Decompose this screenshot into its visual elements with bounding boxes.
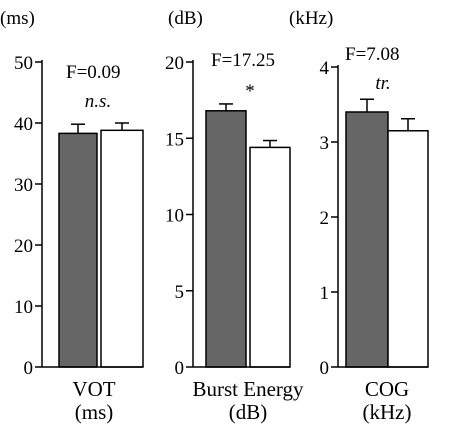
y-tick-label: 10 xyxy=(14,297,33,318)
y-tick-label: 0 xyxy=(24,358,34,379)
stat-label: F=7.08 xyxy=(345,44,400,65)
bar-condition-b xyxy=(387,130,429,368)
y-tick-label: 30 xyxy=(14,175,33,196)
y-tick-label: 40 xyxy=(14,114,33,135)
significance-label: tr. xyxy=(375,73,390,94)
x-axis-label: Burst Energy xyxy=(192,377,304,401)
significance-label: n.s. xyxy=(85,91,111,112)
y-tick-label: 15 xyxy=(165,129,184,150)
bar-condition-a xyxy=(205,110,247,368)
y-tick-label: 4 xyxy=(320,58,330,79)
stat-label: F=0.09 xyxy=(66,62,121,83)
y-unit-label: (ms) xyxy=(0,8,35,29)
x-axis-label: COG xyxy=(365,377,409,401)
y-tick-label: 10 xyxy=(165,206,184,227)
bar-condition-b xyxy=(100,129,144,368)
x-axis-unit-label: (kHz) xyxy=(363,400,412,424)
y-tick-label: 20 xyxy=(14,236,33,257)
y-tick-label: 0 xyxy=(320,358,330,379)
x-axis-unit-label: (dB) xyxy=(229,400,268,424)
y-tick-label: 20 xyxy=(165,53,184,74)
y-tick-label: 5 xyxy=(175,282,185,303)
y-tick-label: 50 xyxy=(14,53,33,74)
x-axis-label: VOT xyxy=(72,377,115,401)
significance-label: * xyxy=(245,81,255,102)
stat-label: F=17.25 xyxy=(211,50,275,71)
y-tick-label: 1 xyxy=(320,283,330,304)
bar-condition-a xyxy=(58,132,98,368)
y-unit-label: (dB) xyxy=(168,8,203,29)
bar-condition-a xyxy=(345,111,389,368)
y-tick-label: 2 xyxy=(320,208,330,229)
y-tick-label: 0 xyxy=(175,358,185,379)
y-tick-label: 3 xyxy=(320,133,330,154)
bar-condition-b xyxy=(249,146,291,368)
y-unit-label: (kHz) xyxy=(289,8,333,29)
x-axis-unit-label: (ms) xyxy=(75,400,114,424)
